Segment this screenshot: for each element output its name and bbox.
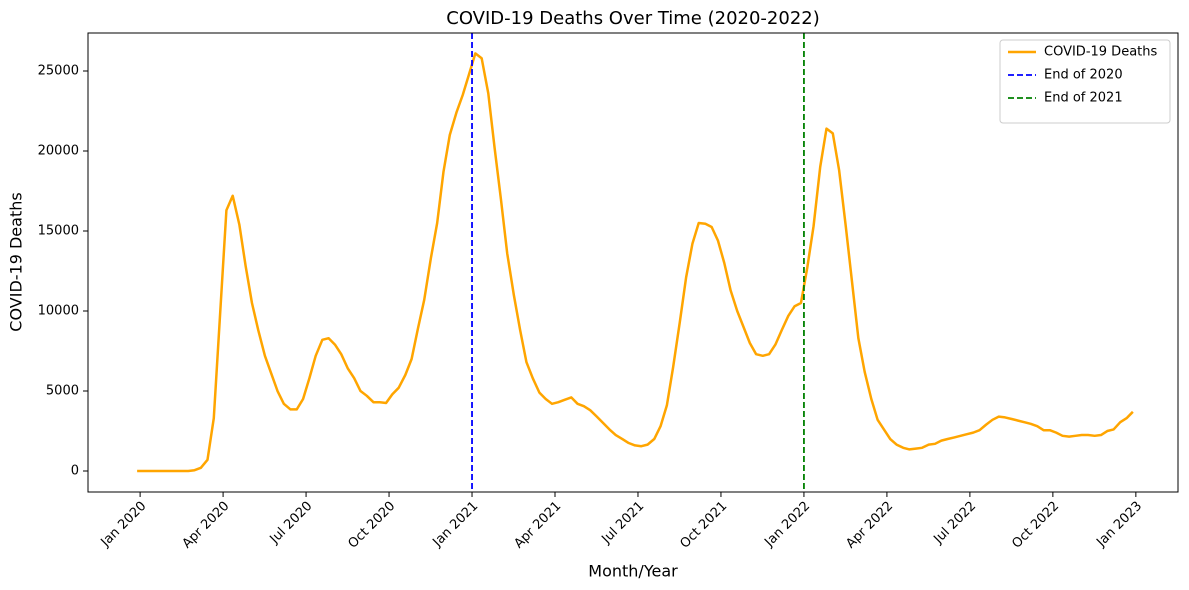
- x-tick-label: Jan 2021: [430, 499, 482, 551]
- y-tick-label: 20000: [38, 144, 79, 159]
- y-tick-label: 25000: [38, 64, 79, 79]
- x-axis-label: Month/Year: [588, 562, 678, 581]
- y-axis-label: COVID-19 Deaths: [7, 192, 26, 331]
- x-tick-label: Jan 2022: [761, 499, 813, 551]
- x-tick-label: Jul 2021: [599, 499, 648, 548]
- data-line: [137, 52, 1134, 473]
- y-tick-label: 5000: [46, 384, 79, 399]
- y-tick-label: 0: [71, 464, 79, 479]
- legend-box: [999, 39, 1171, 124]
- x-tick-label: Apr 2021: [511, 499, 564, 552]
- legend-label: COVID-19 Deaths: [1044, 45, 1157, 60]
- x-tick-label: Jul 2022: [930, 499, 979, 548]
- x-tick-label: Oct 2022: [1009, 499, 1062, 552]
- x-tick-label: Oct 2021: [677, 499, 730, 552]
- plot-frame: [87, 32, 1179, 493]
- x-tick-label: Apr 2022: [843, 499, 896, 552]
- chart-title: COVID-19 Deaths Over Time (2020-2022): [446, 8, 820, 29]
- y-tick-label: 10000: [38, 304, 79, 319]
- y-tick-label: 15000: [38, 224, 79, 239]
- x-tick-label: Jan 2020: [98, 499, 150, 551]
- x-tick-label: Apr 2020: [180, 499, 233, 552]
- x-tick-label: Oct 2020: [346, 499, 399, 552]
- legend-label: End of 2021: [1044, 91, 1123, 106]
- legend-label: End of 2020: [1044, 68, 1123, 83]
- x-tick-label: Jan 2023: [1093, 499, 1145, 551]
- x-tick-label: Jul 2020: [267, 499, 316, 548]
